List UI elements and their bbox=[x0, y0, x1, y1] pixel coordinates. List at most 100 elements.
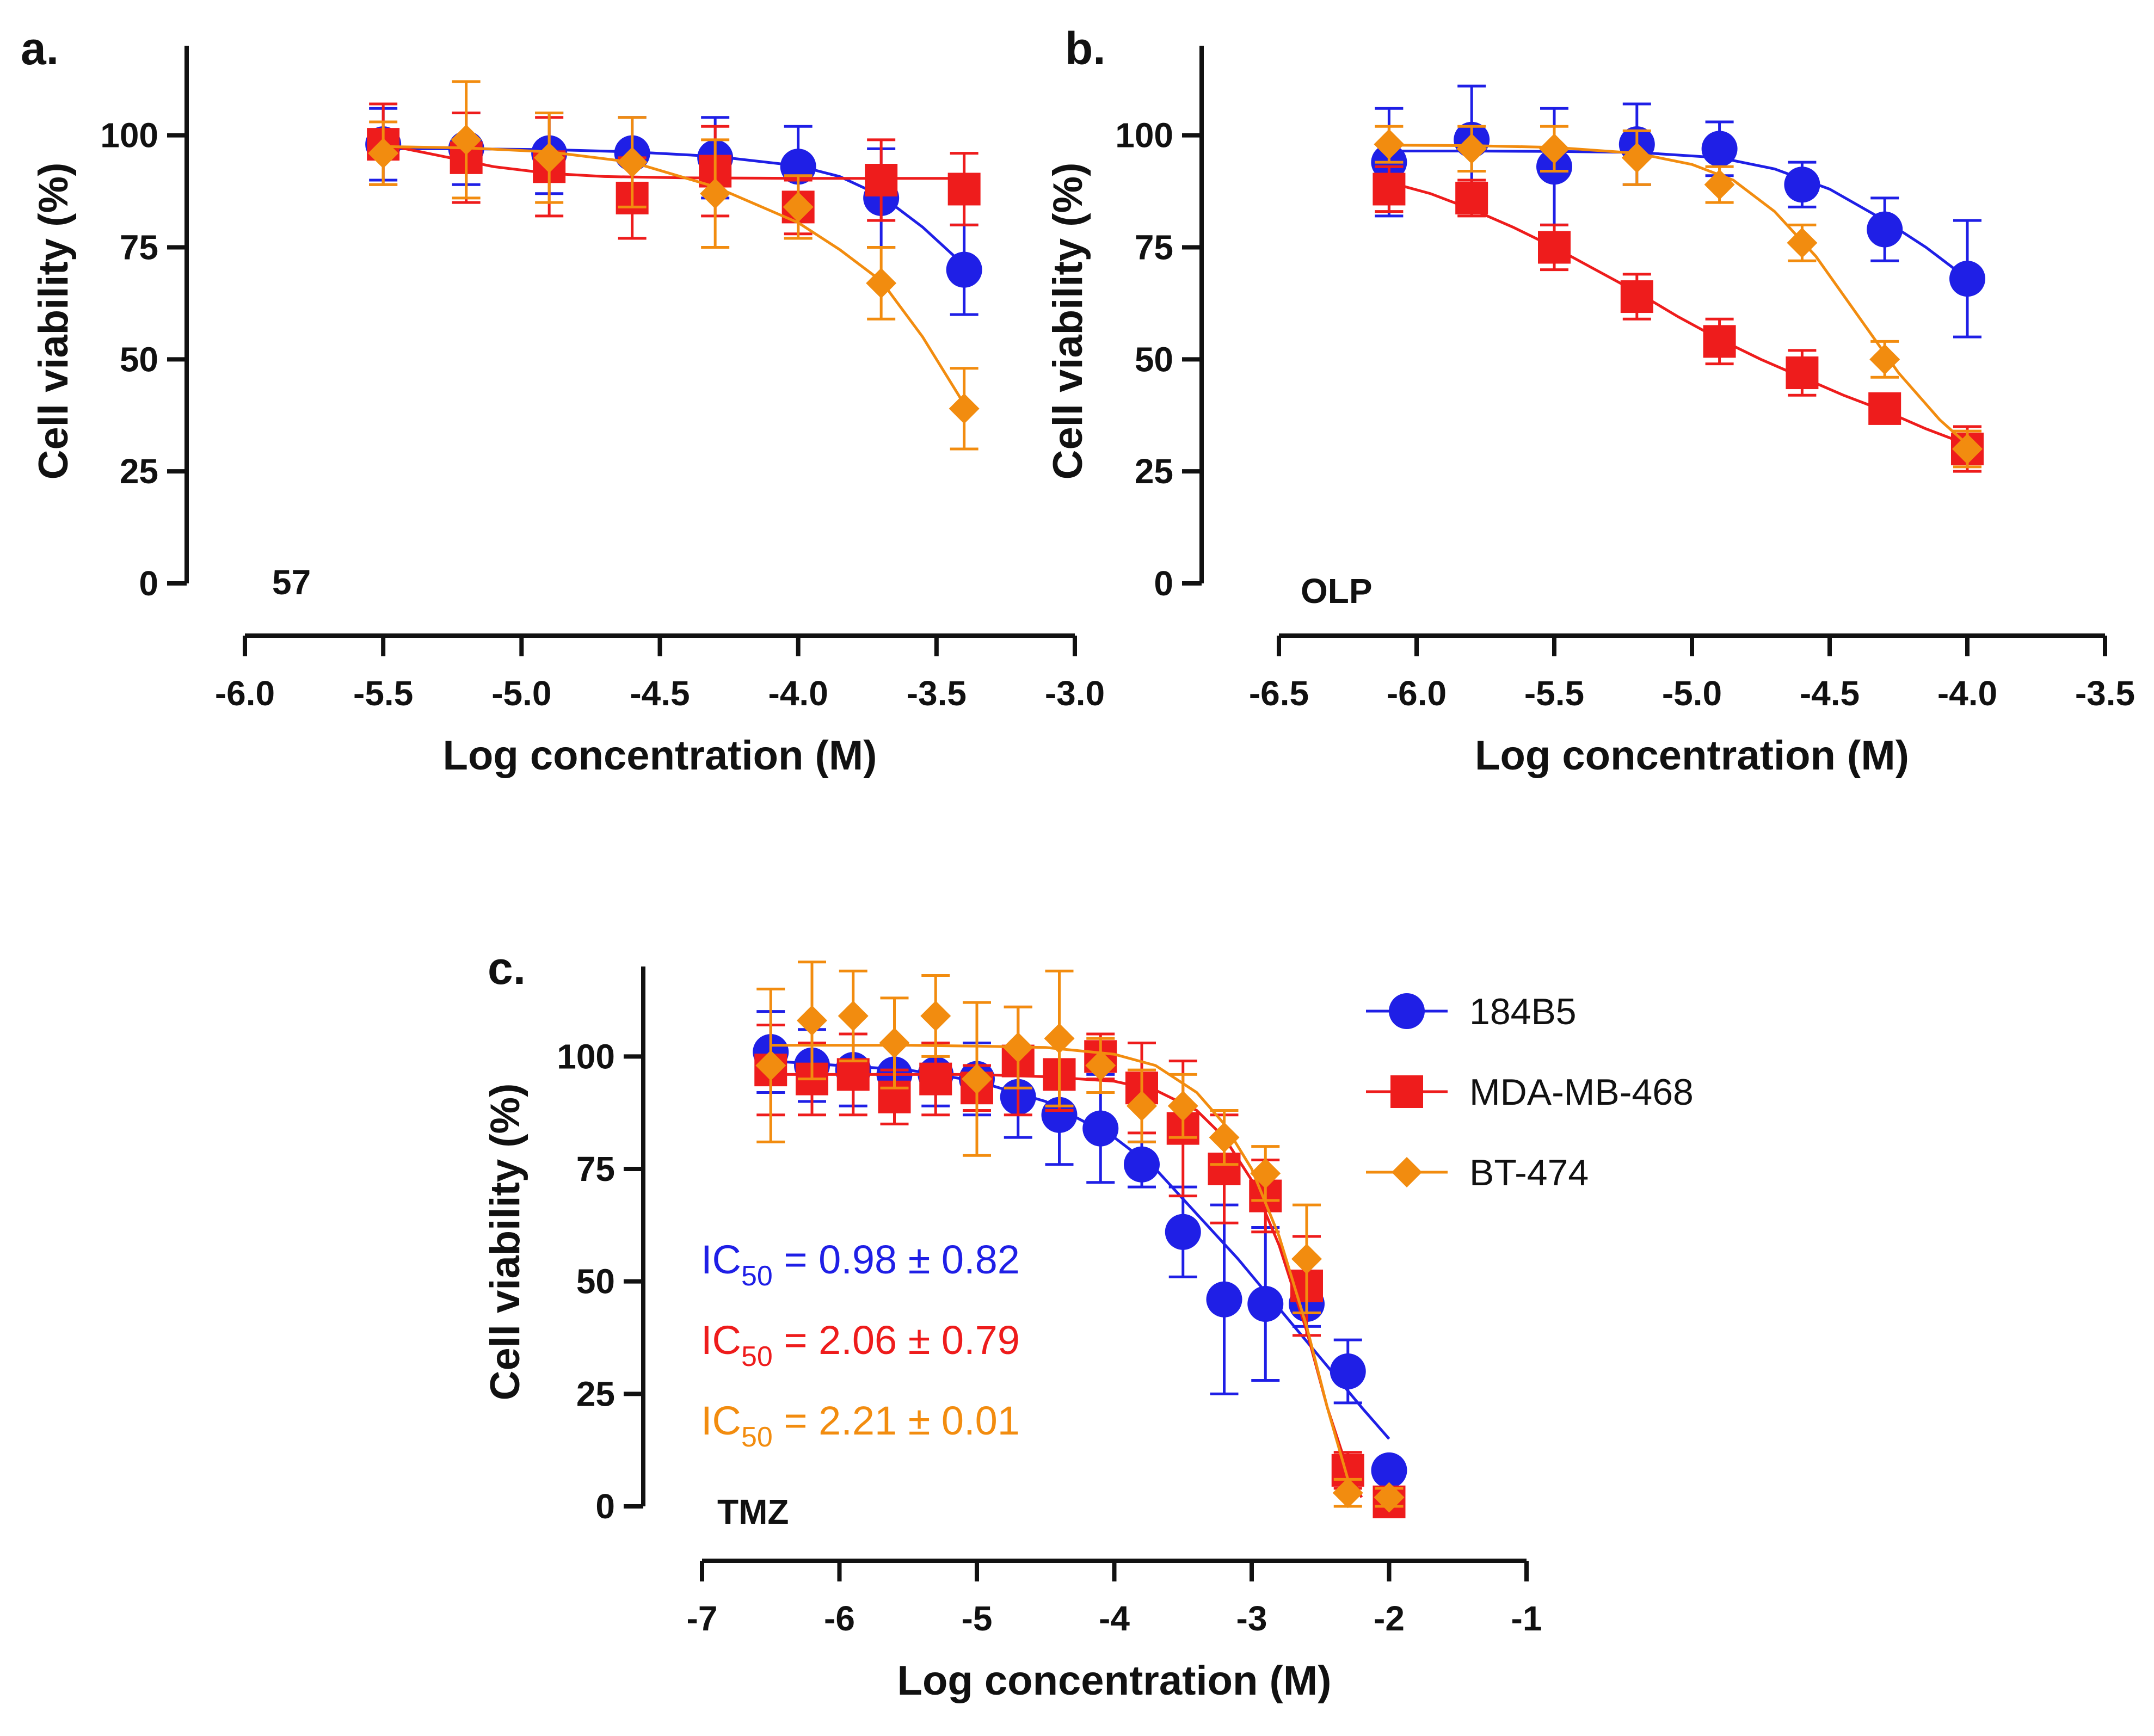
data-point bbox=[617, 147, 648, 178]
legend-label: BT-474 bbox=[1469, 1152, 1589, 1193]
y-tick-label: 50 bbox=[576, 1262, 615, 1301]
x-tick-label: -4.0 bbox=[1937, 674, 1997, 713]
x-axis-title: Log concentration (M) bbox=[897, 1658, 1332, 1704]
fit-curve bbox=[1389, 144, 1968, 446]
series-mda-mb-468 bbox=[754, 1005, 1406, 1518]
series-mda-mb-468 bbox=[367, 102, 981, 240]
data-point bbox=[1291, 1243, 1322, 1275]
data-point bbox=[1373, 173, 1406, 206]
data-point bbox=[451, 124, 482, 155]
data-point bbox=[1332, 1478, 1363, 1509]
ic50-prefix: IC bbox=[701, 1398, 741, 1443]
panel-letter: c. bbox=[488, 943, 526, 994]
data-point bbox=[1002, 1032, 1033, 1063]
x-tick-label: -4.0 bbox=[768, 674, 828, 713]
ic50-subscript: 50 bbox=[741, 1421, 773, 1453]
x-tick-label: -6.5 bbox=[1249, 674, 1309, 713]
drug-label: TMZ bbox=[717, 1492, 789, 1531]
data-point bbox=[1539, 133, 1570, 164]
data-point bbox=[534, 142, 565, 173]
data-point bbox=[1784, 167, 1820, 203]
data-point bbox=[1250, 1158, 1281, 1189]
x-tick-label: -3.5 bbox=[907, 674, 967, 713]
ic50-subscript: 50 bbox=[741, 1341, 773, 1372]
legend-label: 184B5 bbox=[1469, 991, 1577, 1032]
data-point bbox=[755, 1050, 786, 1081]
y-tick-label: 100 bbox=[100, 116, 158, 155]
data-point bbox=[1620, 280, 1653, 313]
data-point bbox=[1167, 1091, 1198, 1122]
legend: 184B5 MDA-MB-468 BT-474 bbox=[1366, 991, 1694, 1193]
data-point bbox=[1206, 1281, 1242, 1318]
series-mda-mb-468 bbox=[1373, 165, 1984, 473]
y-tick-label: 75 bbox=[576, 1149, 615, 1189]
series-bt-474 bbox=[368, 80, 980, 451]
series-bt-474 bbox=[755, 961, 1405, 1513]
x-tick-label: -4.5 bbox=[1800, 674, 1860, 713]
x-axis-title: Log concentration (M) bbox=[1475, 732, 1909, 779]
data-point bbox=[1127, 1091, 1157, 1122]
data-point bbox=[1374, 129, 1405, 160]
data-point bbox=[1869, 344, 1900, 375]
chart-panel-a: a. 0 25 50 75 100 Cell viability (%) -6.0 -5.5 -5… bbox=[21, 23, 1105, 779]
fit-curve bbox=[1389, 150, 1968, 280]
data-point bbox=[368, 138, 399, 169]
data-point bbox=[919, 1062, 952, 1095]
y-tick-label: 100 bbox=[557, 1037, 615, 1076]
data-point bbox=[946, 251, 982, 288]
data-point bbox=[1867, 211, 1903, 248]
x-tick-label: -5.5 bbox=[353, 674, 413, 713]
data-point bbox=[866, 268, 897, 299]
data-point bbox=[1209, 1122, 1240, 1153]
ic50-annotation: IC50 = 2.21 ± 0.01 bbox=[701, 1398, 1020, 1453]
x-tick-label: -3.0 bbox=[1045, 674, 1105, 713]
y-tick-label: 50 bbox=[120, 340, 158, 379]
data-point bbox=[1082, 1110, 1119, 1147]
data-point bbox=[836, 1058, 870, 1091]
data-point bbox=[1949, 261, 1985, 297]
chart-panel-b: b. 0 25 50 75 100 Cell viability (%) -6.5 -6.0 -5… bbox=[1045, 23, 2135, 779]
y-tick-label: 75 bbox=[120, 228, 158, 267]
data-point bbox=[1868, 392, 1901, 425]
data-point bbox=[1330, 1353, 1366, 1389]
data-point bbox=[962, 1063, 992, 1094]
data-point bbox=[797, 1005, 827, 1036]
fit-curve bbox=[771, 1044, 1356, 1498]
panel-letter: a. bbox=[21, 23, 59, 74]
y-tick-label: 50 bbox=[1135, 340, 1173, 379]
x-tick-label: -5 bbox=[962, 1599, 993, 1638]
data-point bbox=[783, 192, 814, 223]
chart-panel-c: c. 0 25 50 75 100 Cell viability (%) -7 -6 -5 -4 -3… bbox=[482, 943, 1542, 1704]
x-tick-label: -2 bbox=[1374, 1599, 1405, 1638]
data-point bbox=[838, 1000, 869, 1031]
x-tick-label: -7 bbox=[687, 1599, 718, 1638]
data-point bbox=[1538, 231, 1571, 264]
data-point bbox=[920, 1000, 951, 1031]
y-axis-title: Cell viability (%) bbox=[1045, 163, 1091, 480]
data-point bbox=[1786, 356, 1819, 390]
data-point bbox=[1124, 1146, 1160, 1183]
drug-label: OLP bbox=[1301, 571, 1373, 611]
data-point bbox=[865, 164, 898, 196]
ic50-subscript: 50 bbox=[741, 1260, 773, 1292]
x-axis-title: Log concentration (M) bbox=[443, 732, 877, 779]
legend-marker bbox=[1389, 993, 1425, 1029]
legend-marker bbox=[1392, 1157, 1422, 1187]
x-tick-label: -5.0 bbox=[491, 674, 551, 713]
data-point bbox=[1455, 181, 1488, 214]
data-point bbox=[1456, 133, 1487, 164]
data-point bbox=[1952, 434, 1983, 464]
legend-label: MDA-MB-468 bbox=[1469, 1072, 1694, 1113]
y-tick-label: 75 bbox=[1135, 228, 1173, 267]
y-tick-label: 100 bbox=[1115, 116, 1173, 155]
y-tick-label: 0 bbox=[595, 1487, 615, 1526]
y-tick-label: 0 bbox=[1154, 564, 1173, 603]
x-tick-label: -4 bbox=[1099, 1599, 1130, 1638]
data-point bbox=[1044, 1023, 1075, 1054]
ic50-prefix: IC bbox=[701, 1237, 741, 1282]
data-point bbox=[1703, 325, 1736, 358]
data-point bbox=[879, 1027, 910, 1058]
data-point bbox=[949, 393, 980, 424]
x-tick-label: -3 bbox=[1236, 1599, 1267, 1638]
